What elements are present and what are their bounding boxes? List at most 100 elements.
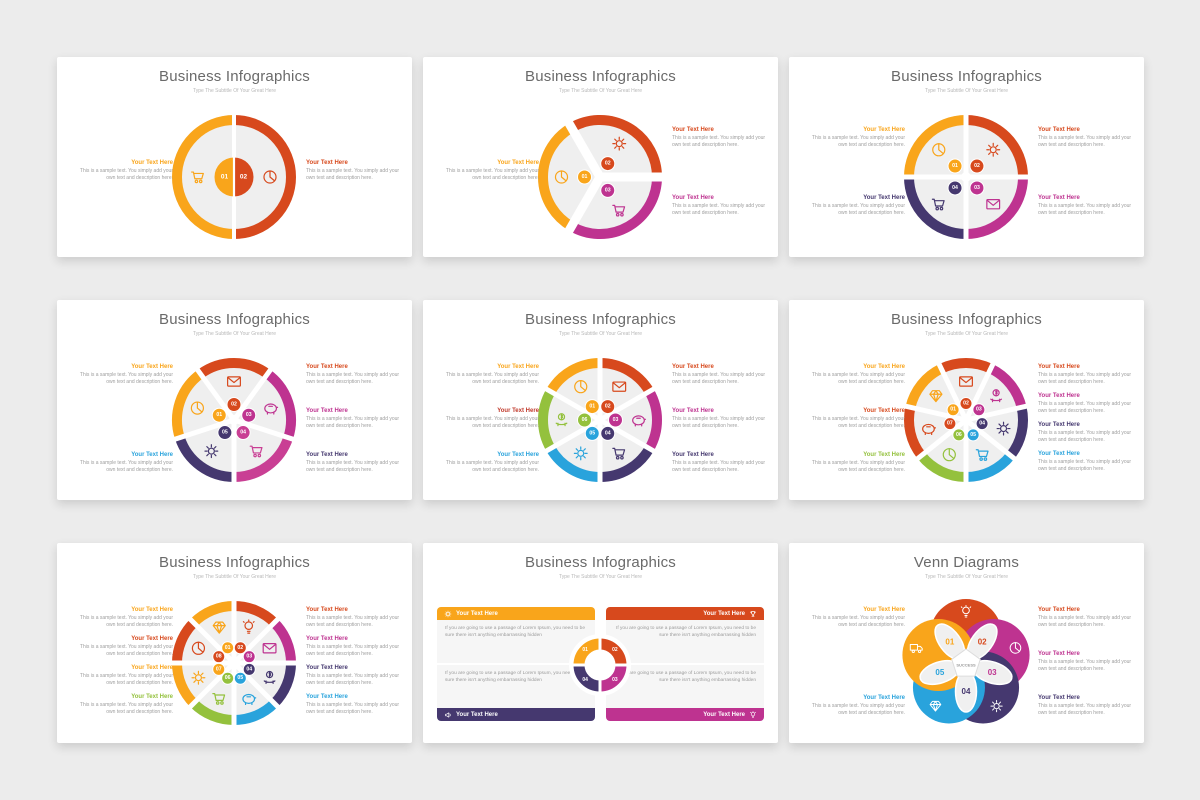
slide-title: Business Infographics [159, 311, 310, 328]
text-block-body: This is a sample text. You simply add yo… [79, 702, 173, 715]
info-box-label: Your Text Here [703, 610, 745, 617]
svg-text:07: 07 [947, 421, 953, 427]
segment-number-badge [943, 417, 957, 431]
text-block: Your Text Here This is a sample text. You… [1038, 127, 1138, 148]
text-block: Your Text Here This is a sample text. You… [306, 665, 406, 686]
cart-icon [931, 198, 945, 211]
gear-icon [612, 136, 627, 151]
text-block-heading: Your Text Here [306, 694, 348, 700]
cart-icon [191, 171, 204, 184]
text-block: Your Text Here This is a sample text. You… [672, 195, 772, 216]
pie-chart-icon [942, 448, 956, 462]
svg-text:02: 02 [612, 647, 618, 653]
money-hand-icon [990, 389, 1003, 403]
slide-thumbnail-5[interactable]: Business Infographics Type The Subtitle … [423, 300, 778, 500]
piggy-bank-icon [922, 423, 937, 436]
slide-thumbnail-7[interactable]: Business Infographics Type The Subtitle … [57, 543, 412, 743]
text-block: Your Text Here This is a sample text. You… [73, 694, 173, 715]
slide-title: Business Infographics [891, 311, 1042, 328]
text-block-heading: Your Text Here [306, 408, 348, 414]
info-box-label: Your Text Here [456, 711, 498, 718]
svg-text:01: 01 [945, 637, 954, 646]
text-block-heading: Your Text Here [863, 127, 905, 133]
svg-text:03: 03 [605, 187, 611, 193]
slide-title: Venn Diagrams [913, 554, 1020, 571]
text-block-body: This is a sample text. You simply add yo… [79, 673, 173, 686]
text-block: Your Text Here This is a sample text. You… [306, 636, 406, 657]
text-block: Your Text Here This is a sample text. You… [805, 195, 905, 216]
slide-subtitle: Type The Subtitle Of Your Great Here [558, 88, 642, 94]
cart-icon [212, 693, 226, 705]
info-box-label: Your Text Here [703, 711, 745, 718]
slide-thumbnail-1[interactable]: Business Infographics Type The Subtitle … [57, 57, 412, 257]
slide-thumbnail-8[interactable]: Business Infographics Type The Subtitle … [423, 543, 778, 743]
text-block: Your Text Here This is a sample text. You… [73, 160, 173, 181]
text-block-body: This is a sample text. You simply add yo… [811, 416, 905, 429]
svg-text:05: 05 [589, 430, 595, 436]
info-box-bar: Your Text Here [437, 708, 595, 721]
svg-text:SUCCESS: SUCCESS [956, 663, 976, 668]
svg-text:03: 03 [613, 417, 619, 423]
gear-icon [990, 699, 1003, 713]
svg-text:03: 03 [246, 654, 252, 660]
piggy-bank-icon [632, 415, 647, 427]
text-block-heading: Your Text Here [306, 364, 348, 370]
svg-text:05: 05 [222, 430, 228, 436]
segment-number-badge [959, 397, 973, 410]
diamond-icon [929, 700, 942, 712]
segment-number-badge [212, 662, 226, 676]
slide-title: Business Infographics [525, 68, 676, 85]
svg-text:01: 01 [950, 407, 956, 413]
segment-number-badge [600, 425, 616, 441]
info-box-label: Your Text Here [456, 610, 498, 617]
text-block: Your Text Here This is a sample text. You… [73, 452, 173, 473]
gear-icon [573, 446, 588, 461]
text-block-body: This is a sample text. You simply add yo… [811, 372, 905, 385]
slide-subtitle: Type The Subtitle Of Your Great Here [558, 331, 642, 337]
slide-thumbnail-6[interactable]: Business Infographics Type The Subtitle … [789, 300, 1144, 500]
text-block-body: This is a sample text. You simply add yo… [306, 460, 400, 473]
slide-diagram-area: 01 02 03 04 Your Text Here This is a sample t… [789, 57, 1144, 257]
text-block-body: This is a sample text. You simply add yo… [306, 615, 400, 628]
text-block: Your Text Here This is a sample text. You… [1038, 393, 1138, 414]
slide-thumbnail-2[interactable]: Business Infographics Type The Subtitle … [423, 57, 778, 257]
pie-chart-icon [191, 641, 206, 655]
bulb-icon [750, 710, 756, 718]
text-block-heading: Your Text Here [497, 408, 539, 414]
text-block: Your Text Here This is a sample text. You… [439, 364, 539, 385]
slide-thumbnail-3[interactable]: Business Infographics Type The Subtitle … [789, 57, 1144, 257]
text-block-body: This is a sample text. You simply add yo… [1038, 401, 1132, 414]
svg-text:01: 01 [582, 647, 588, 653]
text-block: Your Text Here This is a sample text. You… [73, 665, 173, 686]
text-block-heading: Your Text Here [672, 127, 714, 133]
gear-icon [986, 142, 1001, 157]
svg-text:02: 02 [605, 161, 611, 167]
segment-number-badge [221, 641, 235, 655]
segment-number-badge [242, 662, 256, 676]
cart-icon [249, 445, 263, 458]
text-block-heading: Your Text Here [306, 665, 348, 671]
text-block: Your Text Here This is a sample text. You… [73, 364, 173, 385]
slide-diagram-area: 01 02 Your Text Here This is a sample text.… [57, 57, 412, 257]
info-box-bar: Your Text Here [606, 708, 764, 721]
gear-icon [444, 610, 452, 617]
svg-text:02: 02 [974, 163, 980, 169]
slide-thumbnail-4[interactable]: Business Infographics Type The Subtitle … [57, 300, 412, 500]
slide-subtitle: Type The Subtitle Of Your Great Here [924, 574, 1008, 580]
slide-subtitle: Type The Subtitle Of Your Great Here [924, 88, 1008, 94]
text-block: Your Text Here This is a sample text. You… [805, 364, 905, 385]
slide-title: Business Infographics [525, 554, 676, 571]
gear-icon [191, 670, 206, 685]
envelope-icon [959, 376, 973, 387]
segment-number-badge [975, 417, 989, 431]
bulb-icon [960, 604, 972, 618]
text-block: Your Text Here This is a sample text. You… [73, 607, 173, 628]
slide-title: Business Infographics [891, 68, 1042, 85]
text-block-body: This is a sample text. You simply add yo… [79, 372, 173, 385]
text-block-body: This is a sample text. You simply add yo… [672, 135, 766, 148]
segment-number-badge [972, 403, 986, 417]
slide-thumbnail-9[interactable]: Venn Diagrams Type The Subtitle Of Your … [789, 543, 1144, 743]
text-block-heading: Your Text Here [1038, 195, 1080, 201]
text-block-heading: Your Text Here [497, 364, 539, 370]
